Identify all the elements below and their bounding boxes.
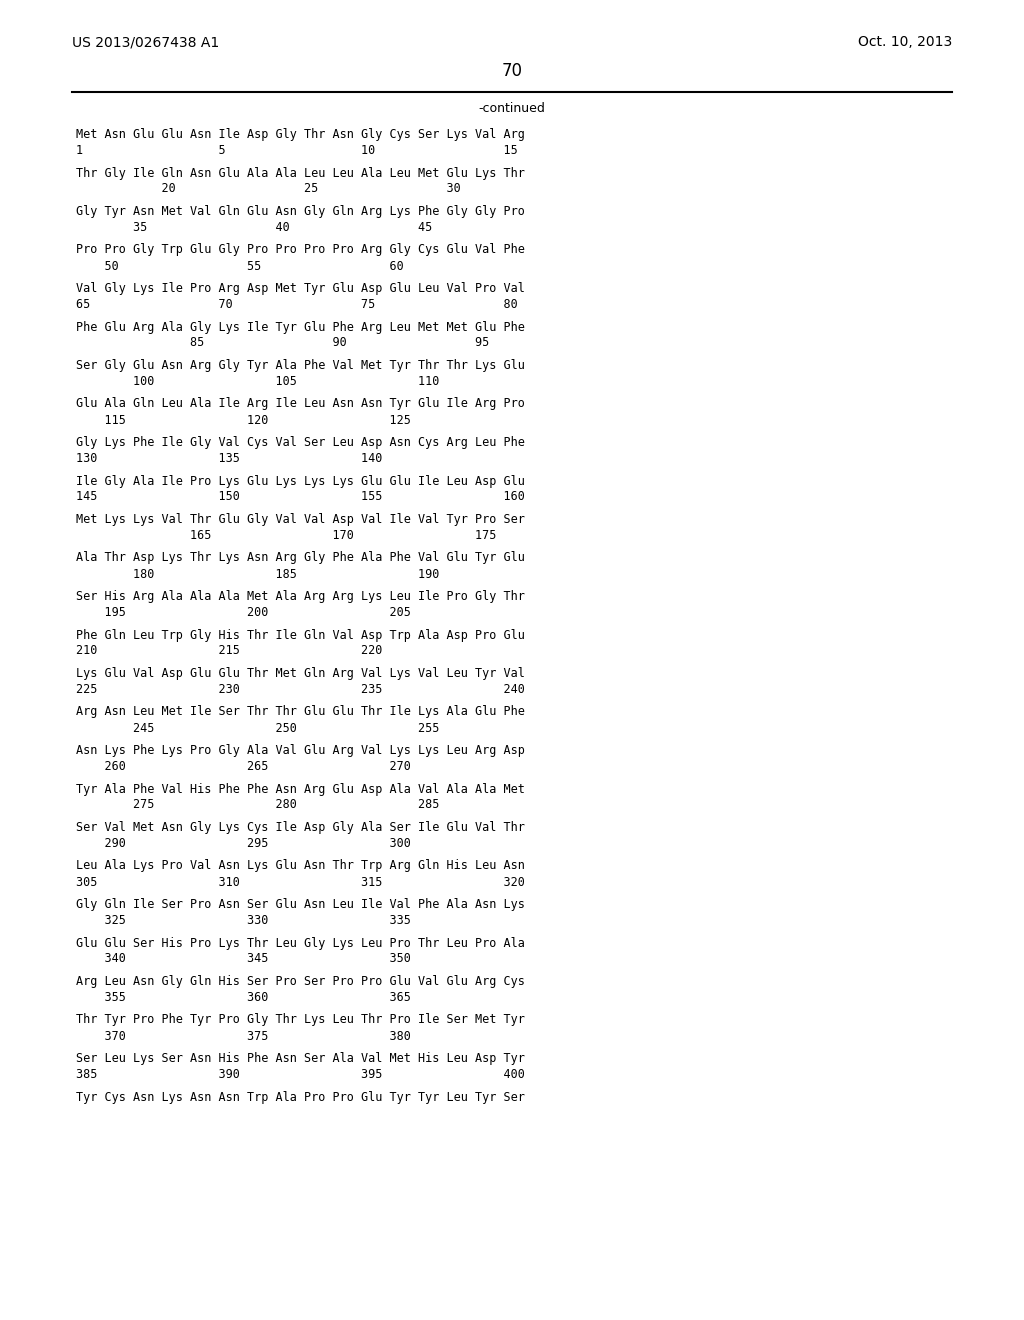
Text: 145                 150                 155                 160: 145 150 155 160 [76,491,525,503]
Text: 275                 280                 285: 275 280 285 [76,799,439,812]
Text: 225                 230                 235                 240: 225 230 235 240 [76,682,525,696]
Text: 50                  55                  60: 50 55 60 [76,260,403,272]
Text: Phe Gln Leu Trp Gly His Thr Ile Gln Val Asp Trp Ala Asp Pro Glu: Phe Gln Leu Trp Gly His Thr Ile Gln Val … [76,628,525,642]
Text: Ser His Arg Ala Ala Ala Met Ala Arg Arg Lys Leu Ile Pro Gly Thr: Ser His Arg Ala Ala Ala Met Ala Arg Arg … [76,590,525,603]
Text: 325                 330                 335: 325 330 335 [76,913,411,927]
Text: 340                 345                 350: 340 345 350 [76,953,411,965]
Text: Arg Leu Asn Gly Gln His Ser Pro Ser Pro Pro Glu Val Glu Arg Cys: Arg Leu Asn Gly Gln His Ser Pro Ser Pro … [76,975,525,987]
Text: 180                 185                 190: 180 185 190 [76,568,439,581]
Text: Thr Gly Ile Gln Asn Glu Ala Ala Leu Leu Ala Leu Met Glu Lys Thr: Thr Gly Ile Gln Asn Glu Ala Ala Leu Leu … [76,166,525,180]
Text: Gly Gln Ile Ser Pro Asn Ser Glu Asn Leu Ile Val Phe Ala Asn Lys: Gly Gln Ile Ser Pro Asn Ser Glu Asn Leu … [76,898,525,911]
Text: Lys Glu Val Asp Glu Glu Thr Met Gln Arg Val Lys Val Leu Tyr Val: Lys Glu Val Asp Glu Glu Thr Met Gln Arg … [76,667,525,680]
Text: Gly Lys Phe Ile Gly Val Cys Val Ser Leu Asp Asn Cys Arg Leu Phe: Gly Lys Phe Ile Gly Val Cys Val Ser Leu … [76,436,525,449]
Text: Tyr Cys Asn Lys Asn Asn Trp Ala Pro Pro Glu Tyr Tyr Leu Tyr Ser: Tyr Cys Asn Lys Asn Asn Trp Ala Pro Pro … [76,1090,525,1104]
Text: 260                 265                 270: 260 265 270 [76,760,411,774]
Text: Phe Glu Arg Ala Gly Lys Ile Tyr Glu Phe Arg Leu Met Met Glu Phe: Phe Glu Arg Ala Gly Lys Ile Tyr Glu Phe … [76,321,525,334]
Text: 370                 375                 380: 370 375 380 [76,1030,411,1043]
Text: Val Gly Lys Ile Pro Arg Asp Met Tyr Glu Asp Glu Leu Val Pro Val: Val Gly Lys Ile Pro Arg Asp Met Tyr Glu … [76,282,525,294]
Text: 210                 215                 220: 210 215 220 [76,644,382,657]
Text: 195                 200                 205: 195 200 205 [76,606,411,619]
Text: 65                  70                  75                  80: 65 70 75 80 [76,298,518,312]
Text: Ile Gly Ala Ile Pro Lys Glu Lys Lys Lys Glu Glu Ile Leu Asp Glu: Ile Gly Ala Ile Pro Lys Glu Lys Lys Lys … [76,474,525,487]
Text: Pro Pro Gly Trp Glu Gly Pro Pro Pro Pro Arg Gly Cys Glu Val Phe: Pro Pro Gly Trp Glu Gly Pro Pro Pro Pro … [76,243,525,256]
Text: Thr Tyr Pro Phe Tyr Pro Gly Thr Lys Leu Thr Pro Ile Ser Met Tyr: Thr Tyr Pro Phe Tyr Pro Gly Thr Lys Leu … [76,1014,525,1027]
Text: Ala Thr Asp Lys Thr Lys Asn Arg Gly Phe Ala Phe Val Glu Tyr Glu: Ala Thr Asp Lys Thr Lys Asn Arg Gly Phe … [76,552,525,565]
Text: Arg Asn Leu Met Ile Ser Thr Thr Glu Glu Thr Ile Lys Ala Glu Phe: Arg Asn Leu Met Ile Ser Thr Thr Glu Glu … [76,705,525,718]
Text: Glu Glu Ser His Pro Lys Thr Leu Gly Lys Leu Pro Thr Leu Pro Ala: Glu Glu Ser His Pro Lys Thr Leu Gly Lys … [76,936,525,949]
Text: Asn Lys Phe Lys Pro Gly Ala Val Glu Arg Val Lys Lys Leu Arg Asp: Asn Lys Phe Lys Pro Gly Ala Val Glu Arg … [76,744,525,756]
Text: Oct. 10, 2013: Oct. 10, 2013 [858,36,952,49]
Text: 165                 170                 175: 165 170 175 [76,529,497,543]
Text: 70: 70 [502,62,522,81]
Text: Tyr Ala Phe Val His Phe Phe Asn Arg Glu Asp Ala Val Ala Ala Met: Tyr Ala Phe Val His Phe Phe Asn Arg Glu … [76,783,525,796]
Text: 35                  40                  45: 35 40 45 [76,220,432,234]
Text: Leu Ala Lys Pro Val Asn Lys Glu Asn Thr Trp Arg Gln His Leu Asn: Leu Ala Lys Pro Val Asn Lys Glu Asn Thr … [76,859,525,873]
Text: Glu Ala Gln Leu Ala Ile Arg Ile Leu Asn Asn Tyr Glu Ile Arg Pro: Glu Ala Gln Leu Ala Ile Arg Ile Leu Asn … [76,397,525,411]
Text: 290                 295                 300: 290 295 300 [76,837,411,850]
Text: 1                   5                   10                  15: 1 5 10 15 [76,144,518,157]
Text: Ser Leu Lys Ser Asn His Phe Asn Ser Ala Val Met His Leu Asp Tyr: Ser Leu Lys Ser Asn His Phe Asn Ser Ala … [76,1052,525,1065]
Text: 355                 360                 365: 355 360 365 [76,991,411,1005]
Text: 20                  25                  30: 20 25 30 [76,182,461,195]
Text: -continued: -continued [478,102,546,115]
Text: Gly Tyr Asn Met Val Gln Glu Asn Gly Gln Arg Lys Phe Gly Gly Pro: Gly Tyr Asn Met Val Gln Glu Asn Gly Gln … [76,205,525,218]
Text: 115                 120                 125: 115 120 125 [76,413,411,426]
Text: 385                 390                 395                 400: 385 390 395 400 [76,1068,525,1081]
Text: US 2013/0267438 A1: US 2013/0267438 A1 [72,36,219,49]
Text: 85                  90                  95: 85 90 95 [76,337,489,350]
Text: Met Lys Lys Val Thr Glu Gly Val Val Asp Val Ile Val Tyr Pro Ser: Met Lys Lys Val Thr Glu Gly Val Val Asp … [76,513,525,525]
Text: Met Asn Glu Glu Asn Ile Asp Gly Thr Asn Gly Cys Ser Lys Val Arg: Met Asn Glu Glu Asn Ile Asp Gly Thr Asn … [76,128,525,141]
Text: 100                 105                 110: 100 105 110 [76,375,439,388]
Text: Ser Val Met Asn Gly Lys Cys Ile Asp Gly Ala Ser Ile Glu Val Thr: Ser Val Met Asn Gly Lys Cys Ile Asp Gly … [76,821,525,834]
Text: 305                 310                 315                 320: 305 310 315 320 [76,875,525,888]
Text: 245                 250                 255: 245 250 255 [76,722,439,734]
Text: Ser Gly Glu Asn Arg Gly Tyr Ala Phe Val Met Tyr Thr Thr Lys Glu: Ser Gly Glu Asn Arg Gly Tyr Ala Phe Val … [76,359,525,372]
Text: 130                 135                 140: 130 135 140 [76,451,382,465]
